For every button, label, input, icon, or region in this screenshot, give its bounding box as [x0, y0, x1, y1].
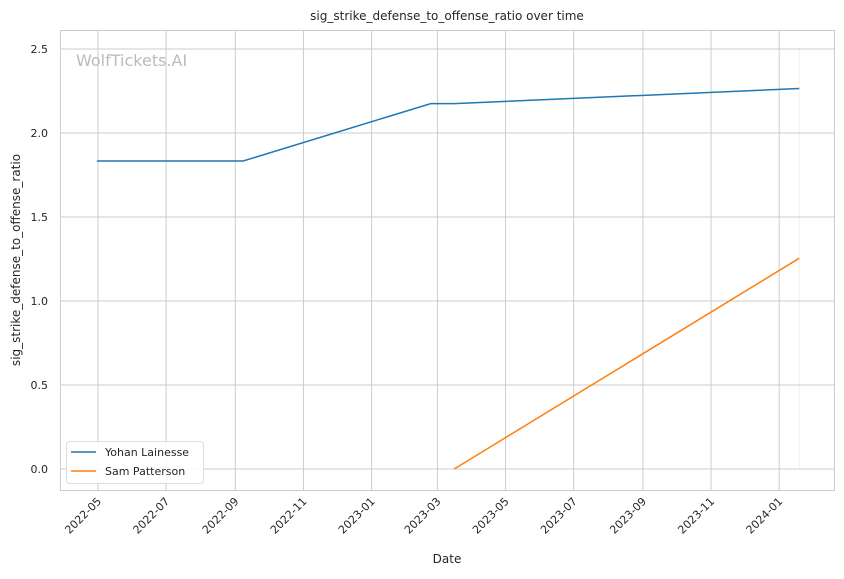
x-tick-label: 2023-01 — [336, 495, 378, 537]
x-tick-label: 2022-11 — [268, 495, 310, 537]
x-tick-label: 2022-05 — [62, 495, 104, 537]
x-tick-label: 2022-07 — [131, 495, 173, 537]
x-ticks: 2022-05 2022-07 2022-09 2022-11 2023-01 2023-… — [62, 495, 785, 537]
x-tick-label: 2023-05 — [470, 495, 512, 537]
chart-title: sig_strike_defense_to_offense_ratio over… — [310, 9, 584, 23]
y-tick-label: 2.5 — [31, 43, 49, 56]
y-tick-label: 0.0 — [31, 463, 49, 476]
y-tick-label: 1.0 — [31, 295, 49, 308]
y-ticks: 0.0 0.5 1.0 1.5 2.0 2.5 — [31, 43, 49, 476]
x-tick-label: 2024-01 — [744, 495, 786, 537]
x-tick-label: 2023-07 — [538, 495, 580, 537]
x-tick-label: 2023-03 — [402, 495, 444, 537]
x-tick-label: 2023-09 — [607, 495, 649, 537]
grid — [60, 30, 835, 490]
watermark: WolfTickets.AI — [76, 51, 187, 70]
y-tick-label: 2.0 — [31, 127, 49, 140]
legend-label-yohan: Yohan Lainesse — [104, 446, 189, 459]
y-tick-label: 0.5 — [31, 379, 49, 392]
y-tick-label: 1.5 — [31, 211, 49, 224]
series-line-yohan-lainesse — [97, 89, 799, 162]
y-axis-label: sig_strike_defense_to_offense_ratio — [9, 154, 23, 366]
plot-frame — [61, 31, 835, 491]
legend: Yohan Lainesse Sam Patterson — [67, 442, 204, 484]
legend-label-sam: Sam Patterson — [105, 465, 185, 478]
x-axis-label: Date — [433, 552, 462, 566]
x-tick-label: 2023-11 — [675, 495, 717, 537]
x-tick-label: 2022-09 — [200, 495, 242, 537]
series-lines — [97, 88, 799, 469]
